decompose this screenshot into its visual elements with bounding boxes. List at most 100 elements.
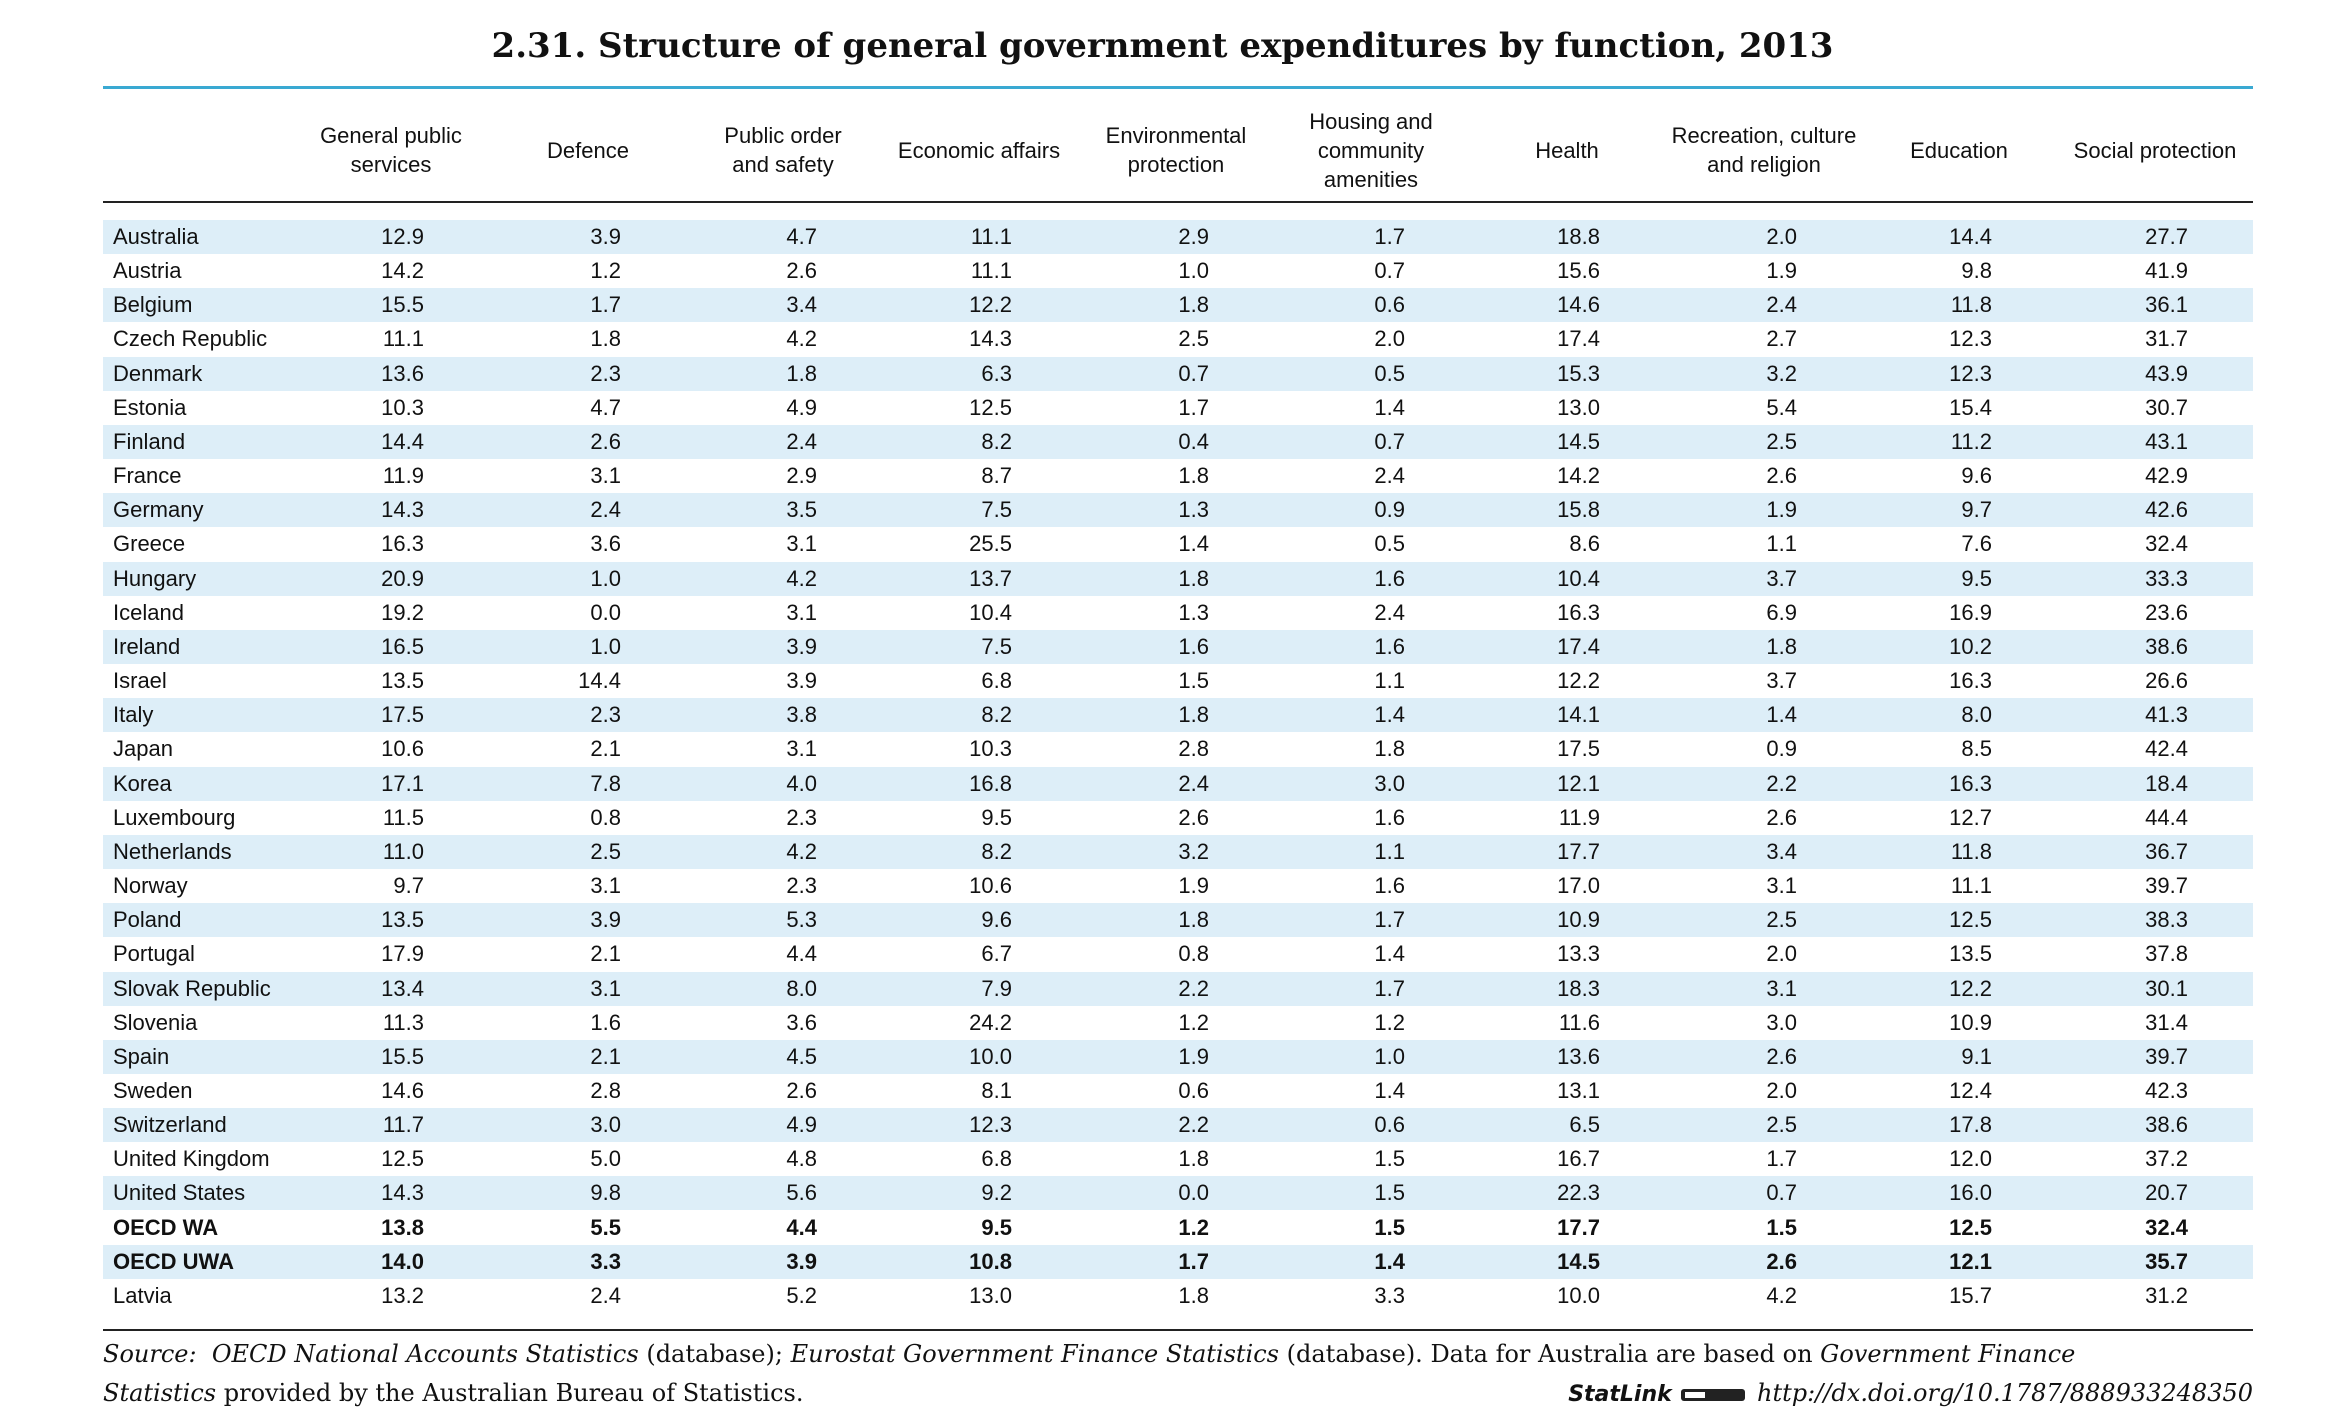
row-band [103,1039,2253,1074]
cell: 3.9 [590,907,621,933]
cell: 2.4 [1374,599,1405,625]
cell: 0.0 [1178,1180,1209,1206]
cell: 24.2 [969,1009,1012,1035]
cell: 9.6 [981,907,1012,933]
row-label: Slovak Republic [113,975,271,1001]
row-label: Iceland [113,599,184,625]
row-band [103,288,2253,323]
cell: 0.9 [1374,497,1405,523]
cell: 0.7 [1766,1180,1797,1206]
cell: 2.3 [786,804,817,830]
cell: 42.4 [2145,736,2188,762]
cell: 1.8 [1374,736,1405,762]
row-band [103,1108,2253,1143]
column-header: Economic affairs [897,137,1061,163]
cell: 3.2 [1178,838,1209,864]
cell: 1.6 [1374,565,1405,591]
row-label: Netherlands [113,838,232,864]
cell: 3.9 [786,633,817,659]
column-header: Environmental protection [1105,123,1247,177]
cell: 2.1 [590,736,621,762]
row-label: Belgium [113,292,193,318]
cell: 13.4 [381,975,424,1001]
cell: 26.6 [2145,668,2188,694]
source-text: (database); [646,1340,783,1368]
cell: 4.7 [590,394,621,420]
cell: 4.2 [1766,1282,1797,1308]
cell: 16.5 [381,633,424,659]
cell: 2.3 [590,702,621,728]
cell: 16.3 [1557,599,1600,625]
cell: 13.5 [1949,941,1992,967]
cell: 0.7 [1374,428,1405,454]
row-label: Israel [113,668,167,694]
row-label: Estonia [113,394,187,420]
cell: 2.6 [1766,804,1797,830]
cell: 15.5 [381,1043,424,1069]
cell: 10.8 [969,1248,1012,1274]
cell: 12.5 [1949,1214,1992,1240]
cell: 12.2 [969,292,1012,318]
row-label: Poland [113,907,182,933]
cell: 9.5 [981,1214,1012,1240]
cell: 9.1 [1961,1043,1992,1069]
cell: 39.7 [2145,1043,2188,1069]
cell: 15.8 [1557,497,1600,523]
header-rule [103,201,2253,203]
cell: 11.1 [1950,873,1992,899]
cell: 0.5 [1374,531,1405,557]
cell: 13.5 [381,907,424,933]
cell: 6.5 [1569,1112,1600,1138]
cell: 11.1 [382,326,424,352]
cell: 17.4 [1557,326,1600,352]
cell: 13.0 [969,1282,1012,1308]
cell: 3.2 [1766,360,1797,386]
cell: 18.8 [1557,224,1600,249]
cell: 7.9 [981,975,1012,1001]
cell: 2.4 [1178,770,1209,796]
url[interactable]: http://dx.doi.org/10.1787/888933248350 [1757,1379,2253,1407]
column-header: Social protection [2073,137,2237,163]
cell: 16.7 [1557,1146,1600,1172]
cell: 3.0 [1374,770,1405,796]
cell: 12.5 [1949,907,1992,933]
cell: 13.5 [381,668,424,694]
cell: 2.6 [786,258,817,284]
cell: 1.1 [1374,838,1405,864]
row-label: Czech Republic [113,326,268,352]
cell: 20.9 [381,565,424,591]
cell: 2.6 [1766,1248,1797,1274]
title: 2.31. Structure of general government ex… [491,26,1834,66]
cell: 1.0 [1178,258,1209,284]
cell: 2.1 [590,1043,621,1069]
cell: 2.5 [1178,326,1209,352]
cell: 13.3 [1557,941,1600,967]
cell: 3.1 [590,975,621,1001]
cell: 1.2 [1178,1009,1209,1035]
cell: 11.1 [970,224,1012,249]
cell: 0.6 [1374,1112,1405,1138]
cell: 17.4 [1557,633,1600,659]
cell: 15.3 [1557,360,1600,386]
cell: 3.4 [1766,838,1797,864]
cell: 1.5 [1374,1214,1405,1240]
statlink-icon [1681,1388,1746,1401]
source-text: Eurostat Government Finance Statistics [790,1340,1279,1368]
cell: 0.0 [590,599,621,625]
row-label: Sweden [113,1078,193,1103]
row-label: Portugal [113,941,195,967]
row-label: Denmark [113,360,203,386]
cell: 2.4 [590,497,621,523]
cell: 17.9 [381,941,424,967]
cell: 1.2 [1178,1214,1209,1240]
row-band [103,356,2253,391]
cell: 0.8 [590,804,621,830]
cell: 2.0 [1766,941,1797,967]
cell: 11.2 [1950,428,1992,454]
cell: 2.6 [786,1078,817,1103]
cell: 6.8 [981,668,1012,694]
cell: 8.2 [981,838,1012,864]
cell: 37.8 [2145,941,2188,967]
cell: 1.5 [1766,1214,1797,1240]
